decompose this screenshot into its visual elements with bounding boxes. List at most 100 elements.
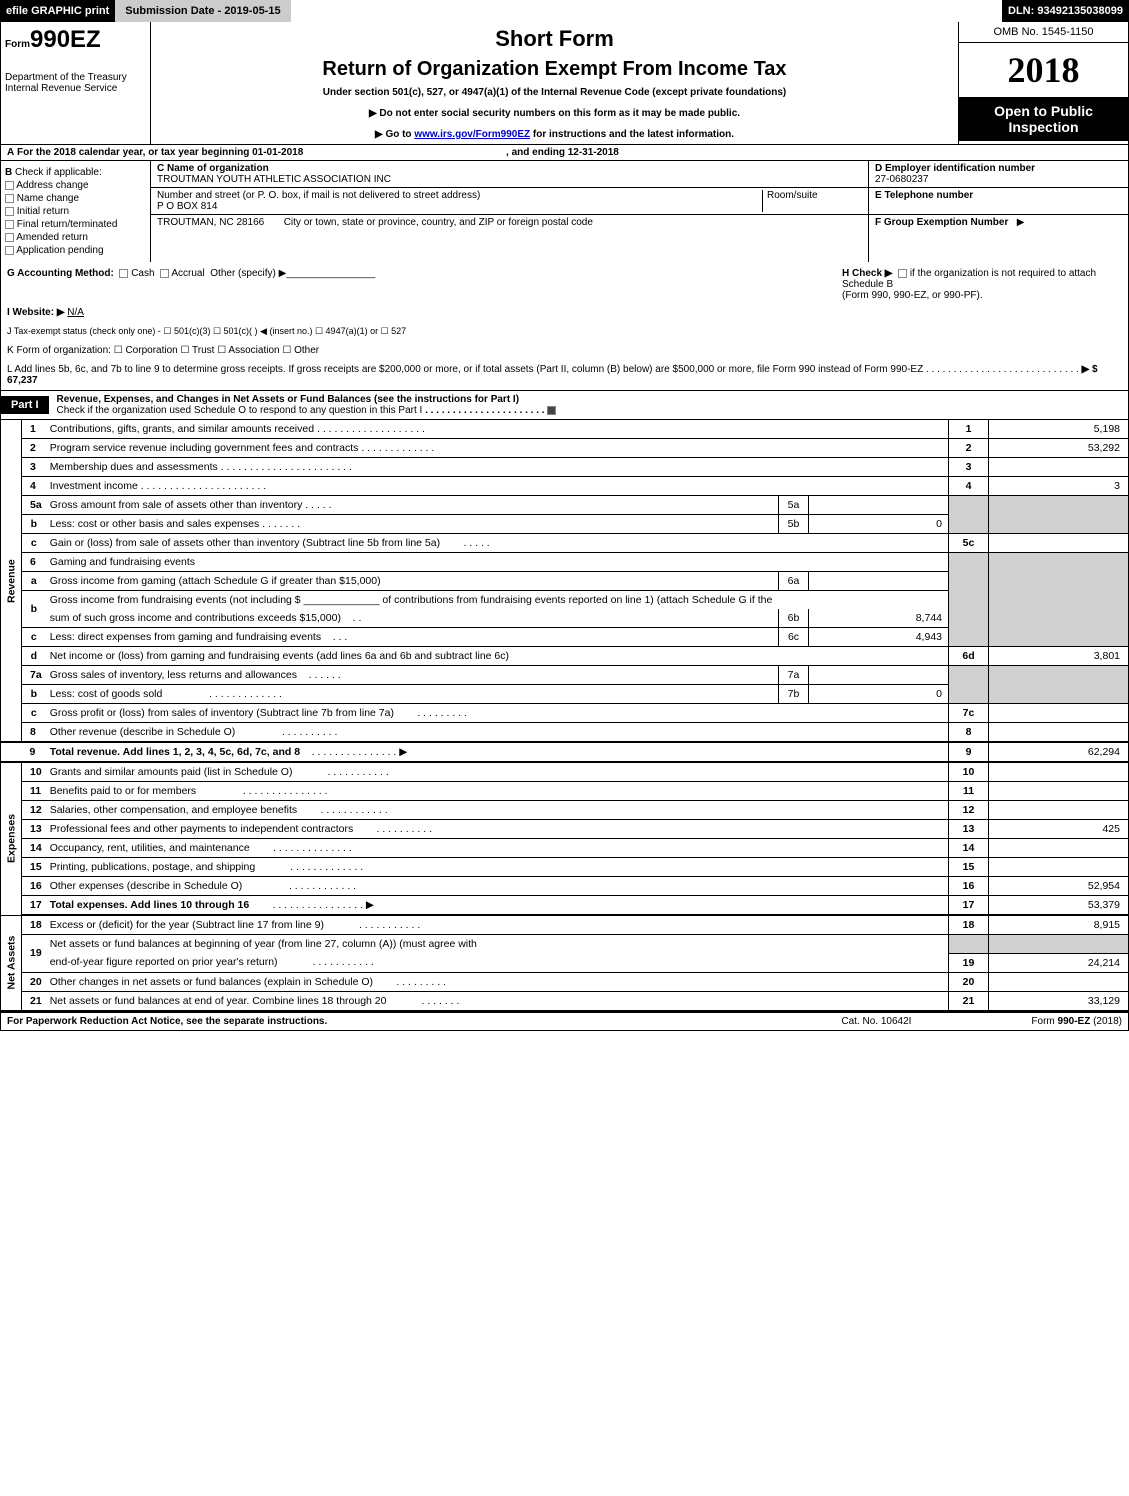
ln20-amt [989,972,1129,991]
ln6c-iamt: 4,943 [809,628,949,647]
ln7ab-shade-amt [989,666,1129,704]
goto-link[interactable]: www.irs.gov/Form990EZ [414,129,530,140]
ln12-num: 12 [22,801,46,820]
ln9-amt: 62,294 [989,742,1129,762]
ln7c-box: 7c [949,704,989,723]
return-title: Return of Organization Exempt From Incom… [159,58,950,81]
ln8-desc: Other revenue (describe in Schedule O) .… [46,723,949,743]
ln6b-desc3: sum of such gross income and contributio… [46,609,779,628]
ln8-num: 8 [22,723,46,743]
grp-arrow: ▶ [1017,217,1025,228]
c-addr-label: Number and street (or P. O. box, if mail… [157,190,480,201]
ln7b-iamt: 0 [809,685,949,704]
dln: DLN: 93492135038099 [1002,0,1129,22]
row-i: I Website: ▶ N/A [0,303,1129,322]
ein-label: D Employer identification number [875,163,1035,174]
ln6-shade [949,553,989,647]
ln5b-desc: Less: cost or other basis and sales expe… [46,515,779,534]
ln13-desc: Professional fees and other payments to … [46,820,949,839]
form-label-cell: Form990EZ Department of the Treasury Int… [1,22,151,144]
cb-h[interactable] [898,269,907,278]
h-block: H Check ▶ if the organization is not req… [842,268,1122,301]
ln17-desc: Total expenses. Add lines 10 through 16 … [46,896,949,916]
i-label: I Website: ▶ [7,307,65,318]
ln18-box: 18 [949,915,989,935]
submission-date: Submission Date - 2019-05-15 [115,0,290,22]
ln5b-ibox: 5b [779,515,809,534]
ln5b-num: b [22,515,46,534]
form-prefix: Form [5,39,30,50]
ln19-desc1: Net assets or fund balances at beginning… [46,935,949,954]
opt-amended-return: Amended return [16,232,88,243]
ln10-num: 10 [22,762,46,782]
ln16-num: 16 [22,877,46,896]
ln9-desc: Total revenue. Add lines 1, 2, 3, 4, 5c,… [46,742,949,762]
row-a-text2: , and ending 12-31-2018 [506,147,619,158]
ln18-num: 18 [22,915,46,935]
cb-accrual[interactable] [160,269,169,278]
footer-left: For Paperwork Reduction Act Notice, see … [7,1016,841,1027]
goto-pre: ▶ Go to [375,129,414,140]
ln5a-num: 5a [22,496,46,515]
cb-cash[interactable] [119,269,128,278]
ein-value: 27-0680237 [875,174,928,185]
ln2-desc: Program service revenue including govern… [46,439,949,458]
h-label: H Check ▶ [842,268,892,279]
ln20-box: 20 [949,972,989,991]
ln20-num: 20 [22,972,46,991]
cb-schedule-o[interactable] [547,406,556,415]
ln5c-desc: Gain or (loss) from sale of assets other… [46,534,949,553]
ln7a-desc: Gross sales of inventory, less returns a… [46,666,779,685]
row-l: L Add lines 5b, 6c, and 7b to line 9 to … [0,360,1129,391]
ln5ab-shade [949,496,989,534]
goto-line: ▶ Go to www.irs.gov/Form990EZ for instru… [159,129,950,140]
short-form-label: Short Form [159,26,950,52]
ln6a-ibox: 6a [779,572,809,591]
row-a-prefix: A [7,147,14,158]
opt-name-change: Name change [17,193,79,204]
ln19-num: 19 [22,935,46,973]
c-city-block: TROUTMAN, NC 28166 City or town, state o… [151,215,868,230]
footer-mid: Cat. No. 10642I [841,1016,911,1027]
ln12-amt [989,801,1129,820]
b-label: B [5,167,12,178]
ln13-num: 13 [22,820,46,839]
cb-amended-return[interactable] [5,233,14,242]
ln21-amt: 33,129 [989,991,1129,1011]
c-name-block: C Name of organization TROUTMAN YOUTH AT… [151,161,868,188]
goto-post: for instructions and the latest informat… [530,129,734,140]
cb-name-change[interactable] [5,194,14,203]
g-block: G Accounting Method: Cash Accrual Other … [7,268,842,301]
cb-application-pending[interactable] [5,246,14,255]
j-text: J Tax-exempt status (check only one) - ☐… [7,326,406,336]
cb-final-return[interactable] [5,220,14,229]
org-address: P O BOX 814 [157,201,217,212]
ln5a-ibox: 5a [779,496,809,515]
ln7ab-shade [949,666,989,704]
form-number: 990EZ [30,26,101,53]
ln4-num: 4 [22,477,46,496]
cb-address-change[interactable] [5,181,14,190]
row-a: A For the 2018 calendar year, or tax yea… [0,145,1129,161]
row-k: K Form of organization: ☐ Corporation ☐ … [0,341,1129,360]
ln3-box: 3 [949,458,989,477]
efile-label: efile GRAPHIC print [0,0,115,22]
ln5a-desc: Gross amount from sale of assets other t… [46,496,779,515]
part1-tab: Part I [1,396,49,414]
ln18-amt: 8,915 [989,915,1129,935]
title-cell: Short Form Return of Organization Exempt… [151,22,958,144]
c-addr-block: Number and street (or P. O. box, if mail… [151,188,868,215]
ln6b-ibox: 6b [779,609,809,628]
opt-address-change: Address change [16,180,88,191]
tax-year: 2018 [959,43,1128,97]
ln12-desc: Salaries, other compensation, and employ… [46,801,949,820]
ln21-box: 21 [949,991,989,1011]
section-revenue: Revenue [1,420,22,742]
cb-initial-return[interactable] [5,207,14,216]
room-label: Room/suite [767,190,818,201]
lines-table: Revenue 1 Contributions, gifts, grants, … [0,420,1129,1012]
ln1-amt: 5,198 [989,420,1129,439]
c-name-label: C Name of organization [157,163,269,174]
ln4-box: 4 [949,477,989,496]
ln15-desc: Printing, publications, postage, and shi… [46,858,949,877]
